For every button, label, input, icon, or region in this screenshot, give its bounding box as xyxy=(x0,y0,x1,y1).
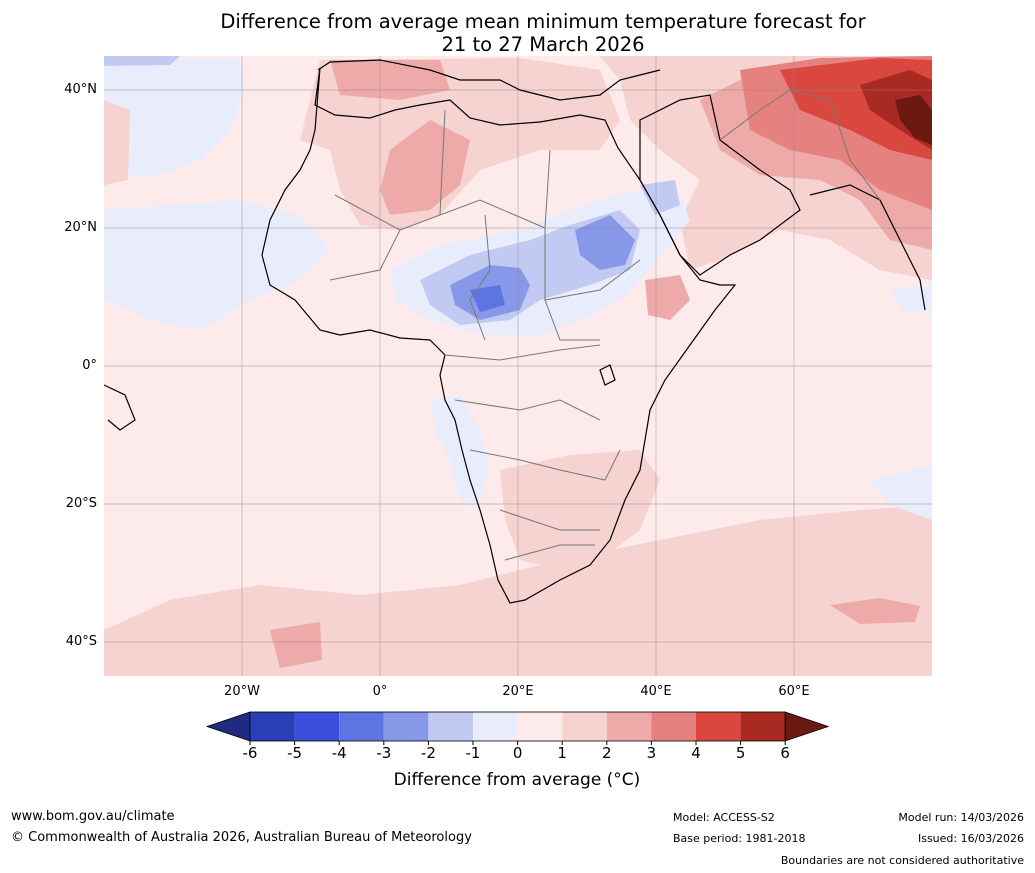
lat-label-0: 0° xyxy=(82,358,97,373)
anomaly-nw-corner xyxy=(104,56,180,66)
south-asia-coastline xyxy=(809,184,926,311)
anomaly-atlantic-band xyxy=(104,200,330,330)
map-title: Difference from average mean minimum tem… xyxy=(0,10,1035,56)
anomaly-indian-ocean-cool xyxy=(870,465,932,520)
africa-coastline xyxy=(261,67,737,604)
colorbar-tick-label: 0 xyxy=(512,744,523,762)
colorbar-swatch xyxy=(517,712,563,741)
lat-label-20n: 20°N xyxy=(64,220,97,235)
colorbar-tick-label: 6 xyxy=(780,744,790,762)
disclaimer-text: Boundaries are not considered authoritat… xyxy=(780,854,1024,867)
anomaly-atlantic-warm xyxy=(104,100,130,185)
colorbar-tick-label: -2 xyxy=(420,744,436,762)
title-line-1: Difference from average mean minimum tem… xyxy=(220,10,866,33)
colorbar-swatch xyxy=(740,712,786,741)
anomaly-angola-cool xyxy=(430,395,490,510)
europe-coastline xyxy=(317,59,661,101)
lon-label-40e: 40°E xyxy=(640,684,672,699)
colorbar-tick-label: 5 xyxy=(735,744,746,762)
anomaly-red-sea-cool xyxy=(640,180,680,215)
colorbar-swatch xyxy=(473,712,518,741)
colorbar-swatch xyxy=(339,712,384,741)
anomaly-south-warm-2 xyxy=(830,598,920,624)
anomaly-chad-coldest xyxy=(470,285,505,312)
lon-label-20e: 20°E xyxy=(502,684,534,699)
map-field xyxy=(104,56,932,676)
colorbar-extend-low xyxy=(205,711,251,742)
issued-text: Issued: 16/03/2026 xyxy=(917,832,1024,845)
coastlines xyxy=(104,59,926,604)
lon-label-0: 0° xyxy=(372,684,388,699)
colorbar-swatch xyxy=(294,712,340,741)
country-borders xyxy=(329,89,881,561)
arabia-coastline xyxy=(639,94,801,276)
model-run-text: Model run: 14/03/2026 xyxy=(898,811,1024,824)
website-text: www.bom.gov.au/climate xyxy=(11,809,175,824)
title-line-2: 21 to 27 March 2026 xyxy=(441,33,645,56)
colorbar-swatch xyxy=(428,712,473,741)
colorbar-swatch xyxy=(250,712,295,741)
colorbar-swatch xyxy=(606,712,652,741)
colorbar-tick-label: -6 xyxy=(242,744,258,762)
colorbar-tick-label: 4 xyxy=(691,744,701,762)
lon-label-20w: 20°W xyxy=(224,684,260,699)
lat-label-20s: 20°S xyxy=(65,496,97,511)
colorbar-tick-label: -1 xyxy=(465,744,481,762)
colorbar-label: Difference from average (°C) xyxy=(393,770,641,790)
anomaly-nw-atlantic xyxy=(104,58,245,180)
colorbar-swatch xyxy=(696,712,741,741)
colorbar-extend-high xyxy=(784,711,830,742)
anomaly-sahara-warm xyxy=(380,120,470,215)
copyright-text: © Commonwealth of Australia 2026, Austra… xyxy=(11,830,472,845)
lake-victoria xyxy=(599,364,616,386)
graticule xyxy=(104,56,932,676)
anomaly-asia-max xyxy=(895,95,932,145)
lat-label-40s: 40°S xyxy=(65,634,97,649)
anomaly-south-warm-1 xyxy=(270,622,322,668)
colorbar-tick-label: 2 xyxy=(602,744,612,762)
colorbar-tick-label: -3 xyxy=(376,744,392,762)
colorbar-swatch xyxy=(562,712,607,741)
colorbar-tick-label: 3 xyxy=(646,744,657,762)
base-period-text: Base period: 1981-2018 xyxy=(673,832,806,845)
colorbar-swatch xyxy=(651,712,696,741)
colorbar-tick-label: -5 xyxy=(287,744,303,762)
lon-label-60e: 60°E xyxy=(778,684,810,699)
south-america-coastline xyxy=(104,384,136,431)
colorbar xyxy=(205,711,830,745)
anomaly-southern-africa xyxy=(500,450,660,570)
colorbar-swatch xyxy=(383,712,429,741)
colorbar-tick-label: 1 xyxy=(557,744,567,762)
colorbar-tick-label: -4 xyxy=(331,744,347,762)
lat-label-40n: 40°N xyxy=(64,82,97,97)
anomaly-sudan-cold xyxy=(575,215,635,270)
model-text: Model: ACCESS-S2 xyxy=(673,811,775,824)
